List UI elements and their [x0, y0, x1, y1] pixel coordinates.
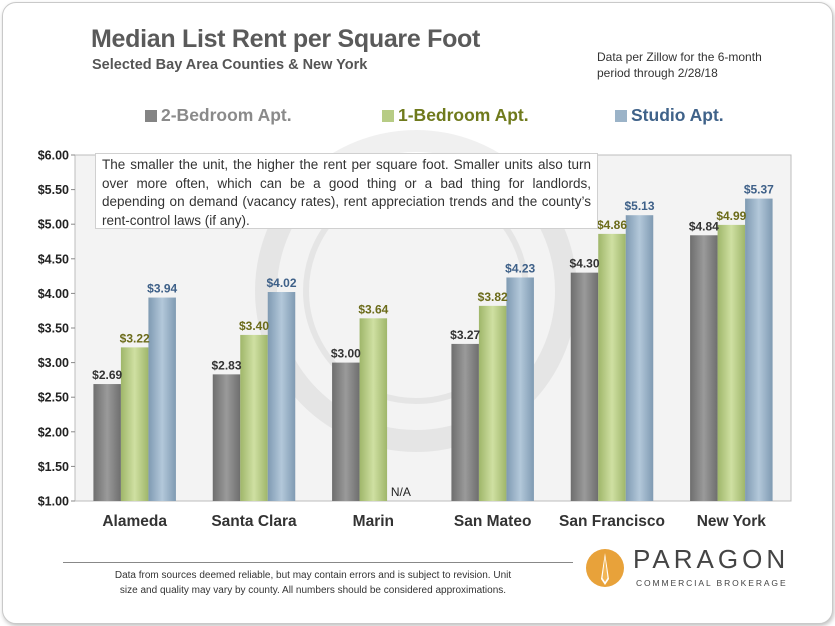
data-label: $5.13	[624, 199, 654, 213]
y-tick-label: $5.50	[38, 183, 69, 197]
bar	[267, 292, 296, 501]
y-tick-label: $4.50	[38, 252, 69, 266]
data-label: $3.22	[120, 331, 150, 345]
annotation-box: The smaller the unit, the higher the ren…	[95, 153, 598, 229]
y-tick-label: $2.50	[38, 391, 69, 405]
legend-item-1-bedroom: 1-Bedroom Apt.	[382, 105, 529, 126]
legend-item-studio: Studio Apt.	[615, 105, 724, 126]
y-tick-label: $6.00	[38, 149, 69, 163]
y-tick-label: $1.00	[38, 495, 69, 509]
bar	[625, 215, 654, 502]
x-axis: Alameda Santa Clara Marin San Mateo San Fran…	[102, 513, 766, 530]
data-label: $4.30	[569, 257, 599, 271]
data-label: $3.94	[147, 282, 177, 296]
logo-name: PARAGON	[633, 544, 790, 574]
disclaimer-line-1: Data from sources deemed reliable, but m…	[114, 570, 512, 581]
data-label: $4.99	[716, 209, 746, 223]
data-label-na: N/A	[391, 485, 411, 499]
legend-swatch-studio	[615, 109, 627, 122]
logo-tagline: COMMERCIAL BROKERAGE	[636, 578, 788, 588]
bars-layer	[93, 198, 773, 502]
x-tick-label: Marin	[353, 513, 394, 530]
data-source-note: Data per Zillow for the 6-month period t…	[597, 49, 797, 81]
bar	[717, 224, 746, 501]
bar	[148, 297, 176, 501]
bar	[240, 334, 268, 501]
x-tick-label: Alameda	[102, 513, 167, 530]
data-label: $3.64	[358, 302, 388, 316]
bar-chart: $1.00 $1.50 $2.00 $2.50 $3.00 $3.50 $4.00 $4.50…	[38, 130, 792, 530]
data-label: $4.23	[505, 261, 535, 275]
data-label: $2.83	[211, 358, 241, 372]
bar	[332, 362, 360, 501]
legend-label-2-bedroom: 2-Bedroom Apt.	[161, 105, 292, 125]
bar	[212, 374, 241, 501]
data-label: $4.84	[689, 219, 719, 233]
source-line-1: Data per Zillow for the 6-month	[597, 50, 762, 64]
x-tick-label: San Francisco	[559, 513, 665, 530]
data-label: $3.27	[450, 328, 480, 342]
bar	[598, 233, 626, 501]
paragon-logo-icon	[586, 549, 624, 587]
y-tick-label: $3.50	[38, 322, 69, 336]
data-labels-layer: $2.69 $3.22 $3.94 $2.83 $3.40 $4.02 $3.00 $3.64…	[92, 183, 774, 499]
legend-label-1-bedroom: 1-Bedroom Apt.	[398, 105, 529, 125]
y-tick-label: $5.00	[38, 218, 69, 232]
legend-label-studio: Studio Apt.	[631, 105, 724, 125]
x-tick-label: Santa Clara	[211, 513, 297, 530]
disclaimer: Data from sources deemed reliable, but m…	[63, 568, 563, 598]
footer-divider	[63, 562, 573, 563]
data-label: $3.00	[331, 347, 361, 361]
data-label: $4.86	[597, 218, 627, 232]
bar	[120, 347, 149, 501]
data-label: $3.40	[239, 319, 269, 333]
legend-swatch-2-bedroom	[145, 109, 157, 122]
y-tick-label: $4.00	[38, 287, 69, 301]
bar	[359, 318, 388, 501]
data-label: $3.82	[478, 290, 508, 304]
data-label: $2.69	[92, 368, 122, 382]
y-axis: $1.00 $1.50 $2.00 $2.50 $3.00 $3.50 $4.00 $4.50…	[38, 149, 75, 509]
data-label: $4.02	[266, 276, 296, 290]
bar	[745, 198, 773, 501]
chart-title: Median List Rent per Square Foot	[91, 25, 481, 53]
y-tick-label: $1.50	[38, 460, 69, 474]
disclaimer-line-2: size and quality may vary by county. All…	[119, 585, 507, 596]
legend-item-2-bedroom: 2-Bedroom Apt.	[145, 105, 292, 126]
bar	[570, 272, 599, 501]
bar	[93, 384, 121, 501]
bar	[478, 305, 507, 501]
x-tick-label: New York	[697, 513, 767, 530]
y-tick-label: $3.00	[38, 356, 69, 370]
source-line-2: period through 2/28/18	[597, 66, 718, 80]
bar	[451, 343, 479, 501]
chart-subtitle: Selected Bay Area Counties & New York	[92, 57, 368, 73]
y-tick-label: $2.00	[38, 425, 69, 439]
x-tick-label: San Mateo	[454, 513, 532, 530]
bar	[506, 277, 534, 501]
bar	[690, 235, 718, 501]
data-label: $5.37	[744, 183, 774, 197]
legend-swatch-1-bedroom	[382, 109, 394, 122]
